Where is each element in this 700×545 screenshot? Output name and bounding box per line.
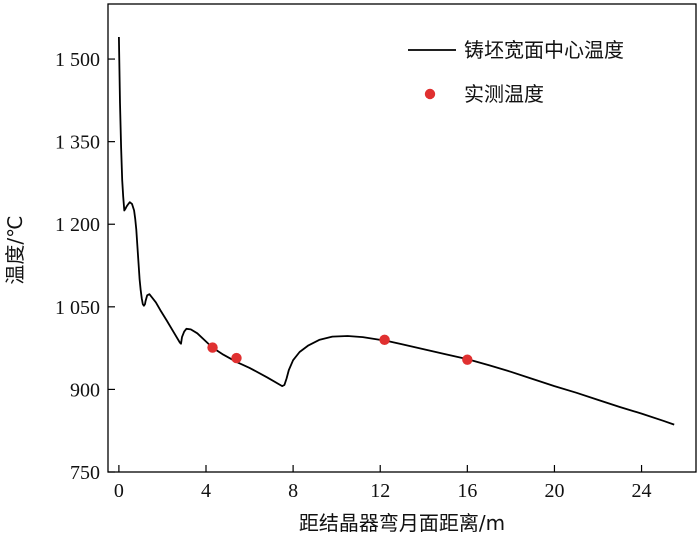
x-tick-label: 0 [114,480,124,502]
legend-label-simulated: 铸坯宽面中心温度 [464,38,624,62]
series-line [118,36,675,426]
x-axis-title: 距结晶器弯月面距离/m [299,511,505,535]
scatter-point [379,334,390,346]
y-tick-label: 1 350 [55,132,100,154]
x-tick-label: 8 [288,480,298,502]
x-tick-label: 24 [632,480,652,502]
x-tick-label: 16 [457,480,477,502]
legend-dot-swatch [424,88,436,100]
axis-labels: 距结晶器弯月面距离/m 温度/℃ [3,215,505,535]
y-tick-label: 900 [70,379,100,401]
scatter-point [231,352,242,364]
plot-area [118,36,675,426]
y-tick-label: 1 500 [55,49,100,71]
y-tick-label: 750 [70,462,100,484]
legend-label-measured: 实测温度 [464,82,544,106]
axes: 0 4 8 12 16 20 24 750 900 1 050 1 200 1 350 1 500 [55,3,697,502]
y-tick-label: 1 050 [55,297,100,319]
y-axis-title: 温度/℃ [3,215,27,284]
x-tick-label: 12 [370,480,390,502]
x-tick-label: 4 [201,480,211,502]
x-tick-label: 20 [544,480,564,502]
scatter-point [462,354,473,365]
plot-frame [107,3,697,473]
y-tick-label: 1 200 [55,214,100,236]
scatter-point [207,342,218,353]
